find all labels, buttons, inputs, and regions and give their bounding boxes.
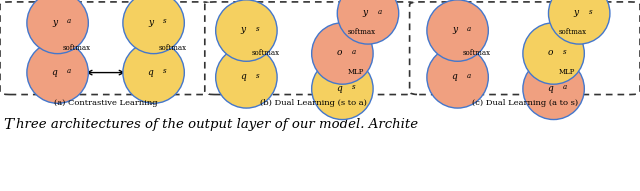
- Text: q: q: [241, 72, 246, 81]
- Text: a: a: [378, 8, 381, 16]
- Ellipse shape: [27, 0, 88, 54]
- Ellipse shape: [548, 0, 610, 44]
- Text: hree architectures of the output layer of our model. Archite: hree architectures of the output layer o…: [16, 118, 418, 131]
- Text: q: q: [548, 84, 553, 93]
- Text: q: q: [52, 67, 57, 77]
- Ellipse shape: [27, 42, 88, 103]
- Ellipse shape: [123, 0, 184, 54]
- Text: softmax: softmax: [559, 28, 587, 36]
- Text: MLP: MLP: [348, 68, 364, 76]
- Text: softmax: softmax: [63, 44, 91, 52]
- Text: q: q: [148, 67, 153, 77]
- Text: q: q: [337, 84, 342, 93]
- Text: o: o: [337, 48, 342, 57]
- Text: s: s: [256, 72, 260, 80]
- Text: MLP: MLP: [559, 68, 575, 76]
- Text: s: s: [163, 67, 167, 75]
- Text: a: a: [563, 83, 567, 91]
- Ellipse shape: [427, 47, 488, 108]
- Ellipse shape: [216, 47, 277, 108]
- Ellipse shape: [312, 58, 373, 120]
- Text: a: a: [467, 72, 471, 80]
- Text: a: a: [67, 18, 71, 25]
- Ellipse shape: [123, 42, 184, 103]
- Text: a: a: [467, 25, 471, 33]
- Text: (c) Dual Learning (a to s): (c) Dual Learning (a to s): [472, 99, 578, 107]
- Text: (a) Contrastive Learning: (a) Contrastive Learning: [54, 99, 157, 107]
- Ellipse shape: [312, 23, 373, 84]
- FancyBboxPatch shape: [205, 2, 416, 95]
- Text: a: a: [352, 48, 356, 56]
- FancyBboxPatch shape: [0, 2, 211, 95]
- Text: s: s: [256, 25, 260, 33]
- Ellipse shape: [523, 23, 584, 84]
- Text: softmax: softmax: [159, 44, 187, 52]
- Text: T: T: [3, 118, 13, 132]
- Text: softmax: softmax: [252, 49, 280, 57]
- Text: a: a: [67, 67, 71, 75]
- Text: y: y: [52, 18, 57, 27]
- Text: y: y: [573, 8, 579, 17]
- Text: s: s: [589, 8, 593, 16]
- Text: q: q: [452, 72, 457, 81]
- Ellipse shape: [427, 0, 488, 61]
- Text: y: y: [241, 25, 246, 35]
- Text: softmax: softmax: [463, 49, 491, 57]
- FancyBboxPatch shape: [410, 2, 640, 95]
- Ellipse shape: [216, 0, 277, 61]
- Ellipse shape: [523, 58, 584, 120]
- Text: softmax: softmax: [348, 28, 376, 36]
- Text: s: s: [352, 83, 356, 91]
- Text: o: o: [548, 48, 553, 57]
- Ellipse shape: [337, 0, 399, 44]
- Text: y: y: [148, 18, 153, 27]
- Text: s: s: [563, 48, 567, 56]
- Text: s: s: [163, 18, 167, 25]
- Text: (b) Dual Learning (s to a): (b) Dual Learning (s to a): [260, 99, 367, 107]
- Text: y: y: [362, 8, 367, 17]
- Text: y: y: [452, 25, 457, 35]
